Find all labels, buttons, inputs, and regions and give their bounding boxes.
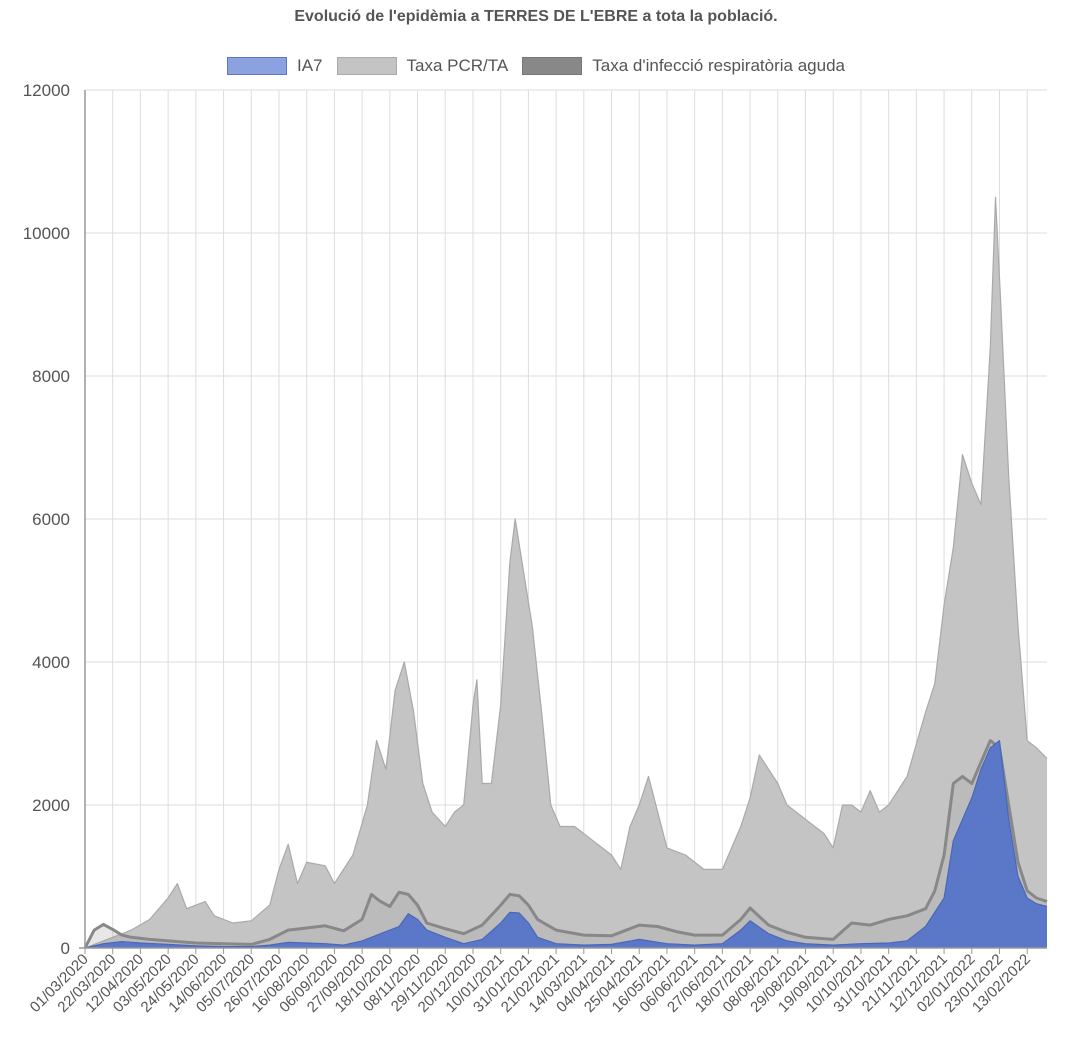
legend-item-ia7[interactable]: IA7 (227, 56, 323, 76)
chart-title: Evolució de l'epidèmia a TERRES DE L'EBR… (294, 8, 778, 25)
legend-label-ira: Taxa d'infecció respiratòria aguda (592, 56, 845, 75)
series-ia7-line (84, 740, 1048, 949)
y-tick-label: 12000 (23, 81, 70, 100)
series-ira-line (83, 739, 1048, 949)
series-pcr-line (84, 196, 1048, 949)
series-layer (83, 196, 1048, 949)
legend-swatch-pcr (336, 57, 397, 75)
y-tick-label: 8000 (32, 367, 70, 386)
series-ia7-area (85, 740, 1047, 948)
legend: IA7 Taxa PCR/TA Taxa d'infecció respirat… (0, 56, 1072, 76)
legend-item-pcr[interactable]: Taxa PCR/TA (336, 56, 509, 76)
legend-swatch-ia7 (227, 57, 287, 75)
series-ia7[interactable] (84, 740, 1048, 949)
legend-label-pcr: Taxa PCR/TA (406, 56, 509, 75)
y-tick-label: 0 (61, 939, 70, 958)
y-tick-label: 2000 (32, 796, 70, 815)
y-tick-label: 6000 (32, 510, 70, 529)
y-tick-label: 4000 (32, 653, 70, 672)
series-pcr[interactable] (84, 196, 1048, 949)
legend-swatch-ira (522, 57, 583, 75)
series-pcr-area (85, 197, 1047, 949)
legend-label-ia7: IA7 (297, 56, 323, 75)
y-tick-label: 10000 (23, 224, 70, 243)
legend-item-ira[interactable]: Taxa d'infecció respiratòria aguda (522, 56, 845, 76)
